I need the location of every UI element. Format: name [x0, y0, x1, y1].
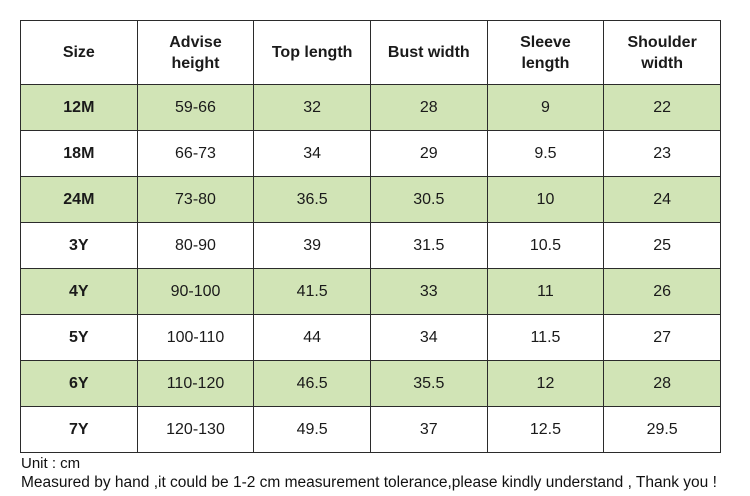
bust-width-cell: 28: [369, 84, 488, 131]
sleeve-length-cell: 11.5: [486, 314, 605, 361]
size-chart-table: Size Advise height Top length Bust width…: [20, 20, 721, 453]
size-cell: 12M: [20, 84, 138, 131]
size-cell: 4Y: [20, 268, 138, 315]
sleeve-length-cell: 11: [486, 268, 605, 315]
header-top-length: Top length: [253, 20, 371, 85]
header-size: Size: [20, 20, 138, 85]
table-body: 12M 59-66 32 28 9 22 18M 66-73 34 29 9.5 23 24M 73-80…: [20, 84, 721, 453]
sleeve-length-cell: 12.5: [486, 406, 605, 453]
height-cell: 120-130: [136, 406, 255, 453]
table-row: 24M 73-80 36.5 30.5 10 24: [20, 176, 721, 223]
shoulder-width-cell: 25: [603, 222, 721, 269]
top-length-cell: 32: [253, 84, 371, 131]
shoulder-width-cell: 28: [603, 360, 721, 407]
top-length-cell: 49.5: [253, 406, 371, 453]
bust-width-cell: 29: [369, 130, 488, 177]
shoulder-width-cell: 26: [603, 268, 721, 315]
table-row: 5Y 100-110 44 34 11.5 27: [20, 314, 721, 361]
height-cell: 80-90: [136, 222, 255, 269]
height-cell: 59-66: [136, 84, 255, 131]
unit-note: Unit : cm: [21, 455, 81, 472]
shoulder-width-cell: 22: [603, 84, 721, 131]
height-cell: 110-120: [136, 360, 255, 407]
size-cell: 7Y: [20, 406, 138, 453]
shoulder-width-cell: 23: [603, 130, 721, 177]
size-cell: 6Y: [20, 360, 138, 407]
height-cell: 73-80: [136, 176, 255, 223]
top-length-cell: 46.5: [253, 360, 371, 407]
header-bust-width: Bust width: [369, 20, 488, 85]
top-length-cell: 34: [253, 130, 371, 177]
size-cell: 3Y: [20, 222, 138, 269]
size-cell: 24M: [20, 176, 138, 223]
table-row: 7Y 120-130 49.5 37 12.5 29.5: [20, 406, 721, 453]
table-row: 4Y 90-100 41.5 33 11 26: [20, 268, 721, 315]
table-row: 18M 66-73 34 29 9.5 23: [20, 130, 721, 177]
sleeve-length-cell: 10.5: [486, 222, 605, 269]
tolerance-note: Measured by hand ,it could be 1-2 cm mea…: [21, 474, 717, 491]
height-cell: 100-110: [136, 314, 255, 361]
top-length-cell: 36.5: [253, 176, 371, 223]
bust-width-cell: 37: [369, 406, 488, 453]
shoulder-width-cell: 27: [603, 314, 721, 361]
shoulder-width-cell: 24: [603, 176, 721, 223]
height-cell: 66-73: [136, 130, 255, 177]
bust-width-cell: 30.5: [369, 176, 488, 223]
height-cell: 90-100: [136, 268, 255, 315]
header-shoulder-width: Shoulder width: [603, 20, 721, 85]
top-length-cell: 39: [253, 222, 371, 269]
table-row: 12M 59-66 32 28 9 22: [20, 84, 721, 131]
size-cell: 5Y: [20, 314, 138, 361]
header-advise-height: Advise height: [136, 20, 255, 85]
sleeve-length-cell: 12: [486, 360, 605, 407]
size-cell: 18M: [20, 130, 138, 177]
sleeve-length-cell: 10: [486, 176, 605, 223]
table-row: 3Y 80-90 39 31.5 10.5 25: [20, 222, 721, 269]
top-length-cell: 41.5: [253, 268, 371, 315]
bust-width-cell: 34: [369, 314, 488, 361]
table-row: 6Y 110-120 46.5 35.5 12 28: [20, 360, 721, 407]
bust-width-cell: 33: [369, 268, 488, 315]
bust-width-cell: 35.5: [369, 360, 488, 407]
shoulder-width-cell: 29.5: [603, 406, 721, 453]
sleeve-length-cell: 9.5: [486, 130, 605, 177]
sleeve-length-cell: 9: [486, 84, 605, 131]
header-sleeve-length: Sleeve length: [486, 20, 605, 85]
bust-width-cell: 31.5: [369, 222, 488, 269]
header-row: Size Advise height Top length Bust width…: [20, 20, 721, 85]
top-length-cell: 44: [253, 314, 371, 361]
